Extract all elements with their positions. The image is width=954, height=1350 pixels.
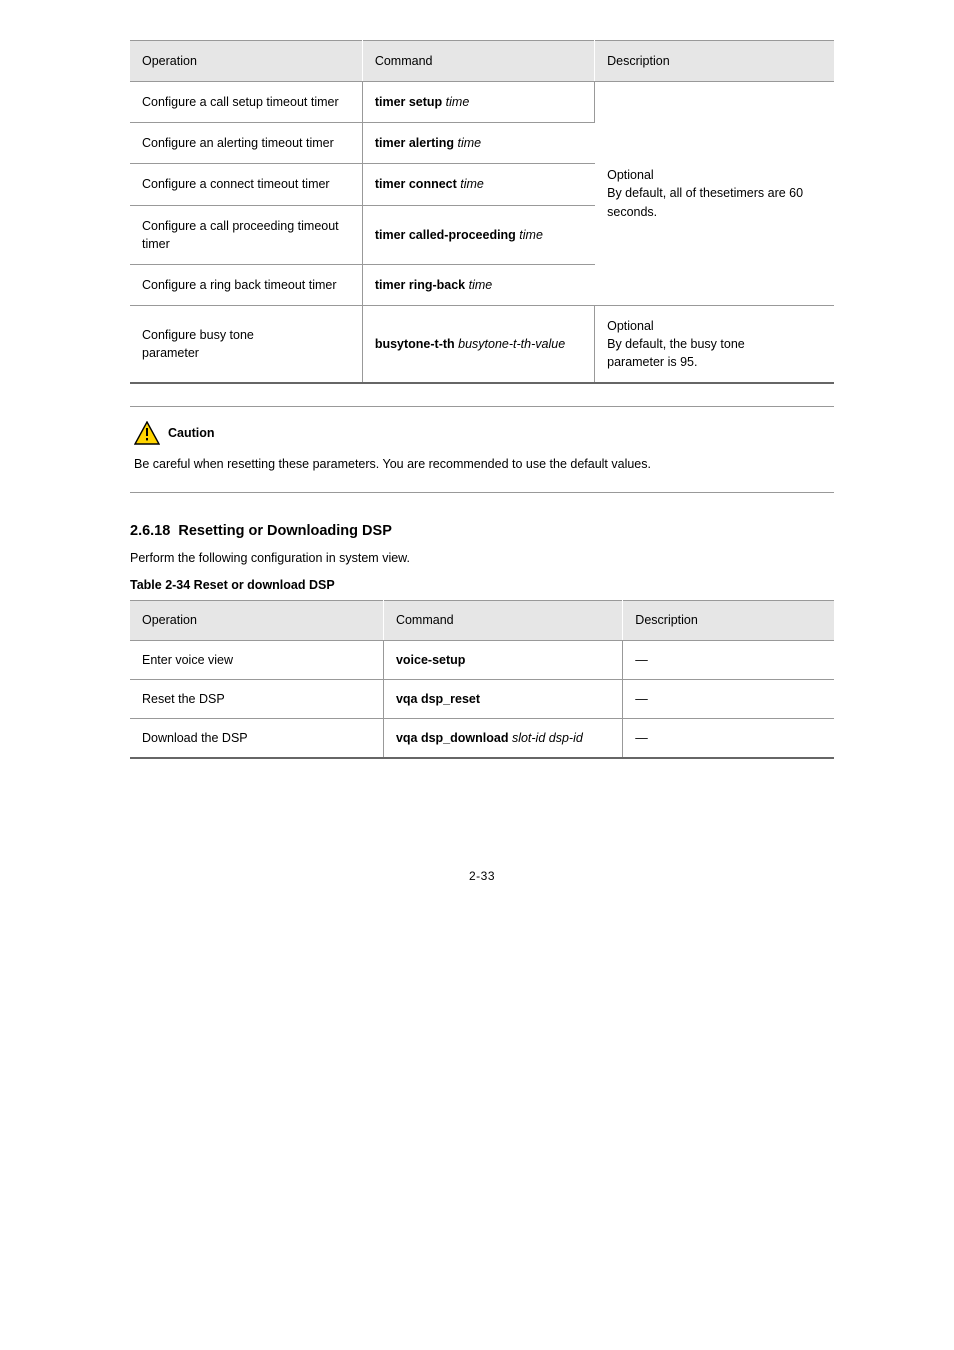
col-description: Description — [623, 601, 834, 640]
col-description: Description — [595, 41, 834, 82]
table-cell-operation: Configure a ring back timeout timer — [130, 264, 362, 305]
col-operation: Operation — [130, 601, 383, 640]
table-cell-description: OptionalBy default, the busy toneparamet… — [595, 305, 834, 383]
table-dsp: Operation Command Description Enter voic… — [130, 600, 834, 759]
table-cell-command: timer connect time — [362, 164, 594, 205]
table-cell-command: timer setup time — [362, 82, 594, 123]
section-heading: 2.6.18 Resetting or Downloading DSP — [130, 523, 834, 539]
page: Operation Command Description Configure … — [0, 0, 954, 923]
table-cell-operation: Configure a call setup timeout timer — [130, 82, 362, 123]
table-cell-description: — — [623, 640, 834, 679]
section-title: Resetting or Downloading DSP — [178, 523, 391, 539]
table2-caption: Table 2-34 Reset or download DSP — [130, 578, 834, 592]
table-cell-operation: Configure an alerting timeout timer — [130, 123, 362, 164]
col-operation: Operation — [130, 41, 362, 82]
table-cell-command: vqa dsp_download slot-id dsp-id — [383, 718, 622, 758]
table-cell-command: timer alerting time — [362, 123, 594, 164]
table-cell-operation: Download the DSP — [130, 718, 383, 758]
table-cell-command: timer ring-back time — [362, 264, 594, 305]
section-number: 2.6.18 — [130, 523, 170, 539]
col-command: Command — [383, 601, 622, 640]
table-cell-command: vqa dsp_reset — [383, 679, 622, 718]
section-body: Perform the following configuration in s… — [130, 549, 834, 568]
table-cell-operation: Configure a connect timeout timer — [130, 164, 362, 205]
table-cell-operation: Reset the DSP — [130, 679, 383, 718]
table-cell-command: timer called-proceeding time — [362, 205, 594, 264]
table-cell-operation: Enter voice view — [130, 640, 383, 679]
table-timers: Operation Command Description Configure … — [130, 40, 834, 384]
table-cell-description: — — [623, 679, 834, 718]
table-cell-operation: Configure busy toneparameter — [130, 305, 362, 383]
warning-triangle-icon — [134, 421, 160, 445]
caution-text: Be careful when resetting these paramete… — [134, 455, 830, 474]
table-cell-description: OptionalBy default, all of thesetimers a… — [595, 82, 834, 306]
table-cell-command: busytone-t-th busytone-t-th-value — [362, 305, 594, 383]
table-cell-description: — — [623, 718, 834, 758]
col-command: Command — [362, 41, 594, 82]
table-cell-command: voice-setup — [383, 640, 622, 679]
caution-block: Caution Be careful when resetting these … — [130, 406, 834, 493]
caution-label: Caution — [168, 424, 215, 443]
page-number: 2-33 — [130, 869, 834, 883]
table-cell-operation: Configure a call proceeding timeout time… — [130, 205, 362, 264]
